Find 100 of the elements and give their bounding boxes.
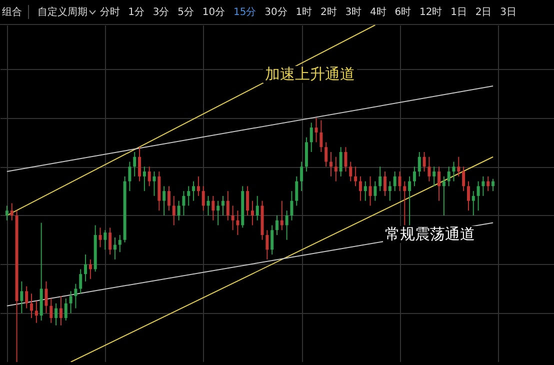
candlestick (148, 166, 151, 187)
candlestick (408, 176, 412, 226)
candlestick (324, 142, 328, 168)
candlestick (330, 151, 333, 177)
candlestick (398, 171, 402, 192)
candlestick (133, 151, 136, 177)
candlestick (212, 195, 215, 221)
candlestick (128, 161, 132, 192)
candlestick (432, 166, 436, 187)
candlestick (226, 190, 230, 221)
text: 自定义周期 (37, 6, 88, 19)
candlestick (482, 176, 485, 196)
candlestick (384, 171, 387, 196)
candlestick (276, 214, 278, 236)
text: 4时 (370, 6, 386, 19)
candlestick (472, 190, 475, 216)
candlestick (442, 176, 446, 216)
candlestick (280, 200, 284, 231)
text: 分时 (100, 6, 120, 19)
candlestick (59, 296, 62, 326)
text: 加速上升通道 (263, 65, 357, 83)
candlestick (202, 186, 205, 212)
candlestick (98, 227, 102, 248)
candlestick (339, 146, 342, 177)
candlestick (334, 156, 338, 182)
candlestick (196, 176, 200, 196)
candlestick (54, 302, 58, 326)
text: 组合 (2, 5, 29, 19)
text: 3分 (152, 6, 170, 19)
candlestick (138, 146, 142, 182)
candlestick (438, 166, 441, 202)
candlestick (187, 186, 190, 206)
candlestick (358, 176, 362, 202)
candlestick (236, 210, 240, 236)
text: 1时 (296, 6, 312, 19)
text: 30分 (264, 6, 288, 19)
candlestick (113, 236, 116, 260)
candlestick (44, 280, 48, 314)
candlestick (206, 195, 210, 216)
candlestick (452, 161, 456, 182)
candlestick (104, 230, 107, 250)
candlestick (422, 151, 426, 172)
candlestick (486, 176, 490, 192)
candlestick (310, 122, 313, 152)
candlestick (270, 224, 274, 256)
candlestick (457, 156, 460, 177)
candlestick (118, 234, 122, 253)
candlestick (25, 286, 28, 309)
candlestick (64, 298, 68, 321)
candlestick (5, 205, 8, 221)
candlestick (142, 166, 146, 192)
candlestick (108, 227, 112, 256)
text: 5分 (178, 6, 194, 19)
text: 10分 (202, 6, 226, 19)
annotation: 常规震荡通道 (383, 225, 477, 243)
candlestick (344, 146, 348, 172)
candlestick (30, 293, 34, 319)
candlestick (88, 258, 92, 280)
candlestick (221, 195, 224, 216)
candlestick (256, 195, 259, 221)
candlestick (368, 176, 372, 206)
candlestick (378, 166, 382, 192)
candlestick (50, 298, 53, 324)
candlestick (182, 190, 186, 216)
candlestick (314, 117, 318, 143)
candlestick (388, 180, 392, 202)
candlestick (69, 290, 72, 314)
candlestick (354, 166, 358, 187)
candlestick (300, 161, 304, 192)
candlestick (492, 178, 495, 192)
candlestick (266, 230, 269, 260)
text: 1分 (128, 6, 144, 19)
candlestick (374, 180, 377, 202)
candlestick (34, 300, 38, 324)
text: 3日 (500, 6, 516, 19)
candlestick (10, 202, 14, 221)
candlestick (162, 186, 166, 216)
candlestick (84, 254, 88, 282)
candlestick (172, 195, 176, 226)
text: 12时 (419, 6, 442, 19)
text: 15分 (233, 6, 256, 19)
candlestick (290, 190, 294, 221)
candlestick (167, 186, 170, 212)
candlestick (246, 186, 250, 216)
candlestick (74, 283, 78, 309)
candlestick (364, 180, 367, 202)
candlestick (79, 268, 82, 294)
candlestick (285, 210, 288, 240)
candlestick (177, 200, 180, 221)
candlestick (320, 120, 323, 152)
candlestick (462, 166, 466, 192)
candlestick (476, 180, 480, 212)
candlestick (466, 180, 470, 212)
candlestick (231, 205, 234, 231)
candlestick (428, 156, 431, 182)
candlestick (393, 171, 396, 192)
text: 1日 (450, 6, 467, 19)
candlestick (447, 166, 450, 187)
text: 2日 (475, 6, 492, 19)
candlestick (250, 200, 254, 226)
